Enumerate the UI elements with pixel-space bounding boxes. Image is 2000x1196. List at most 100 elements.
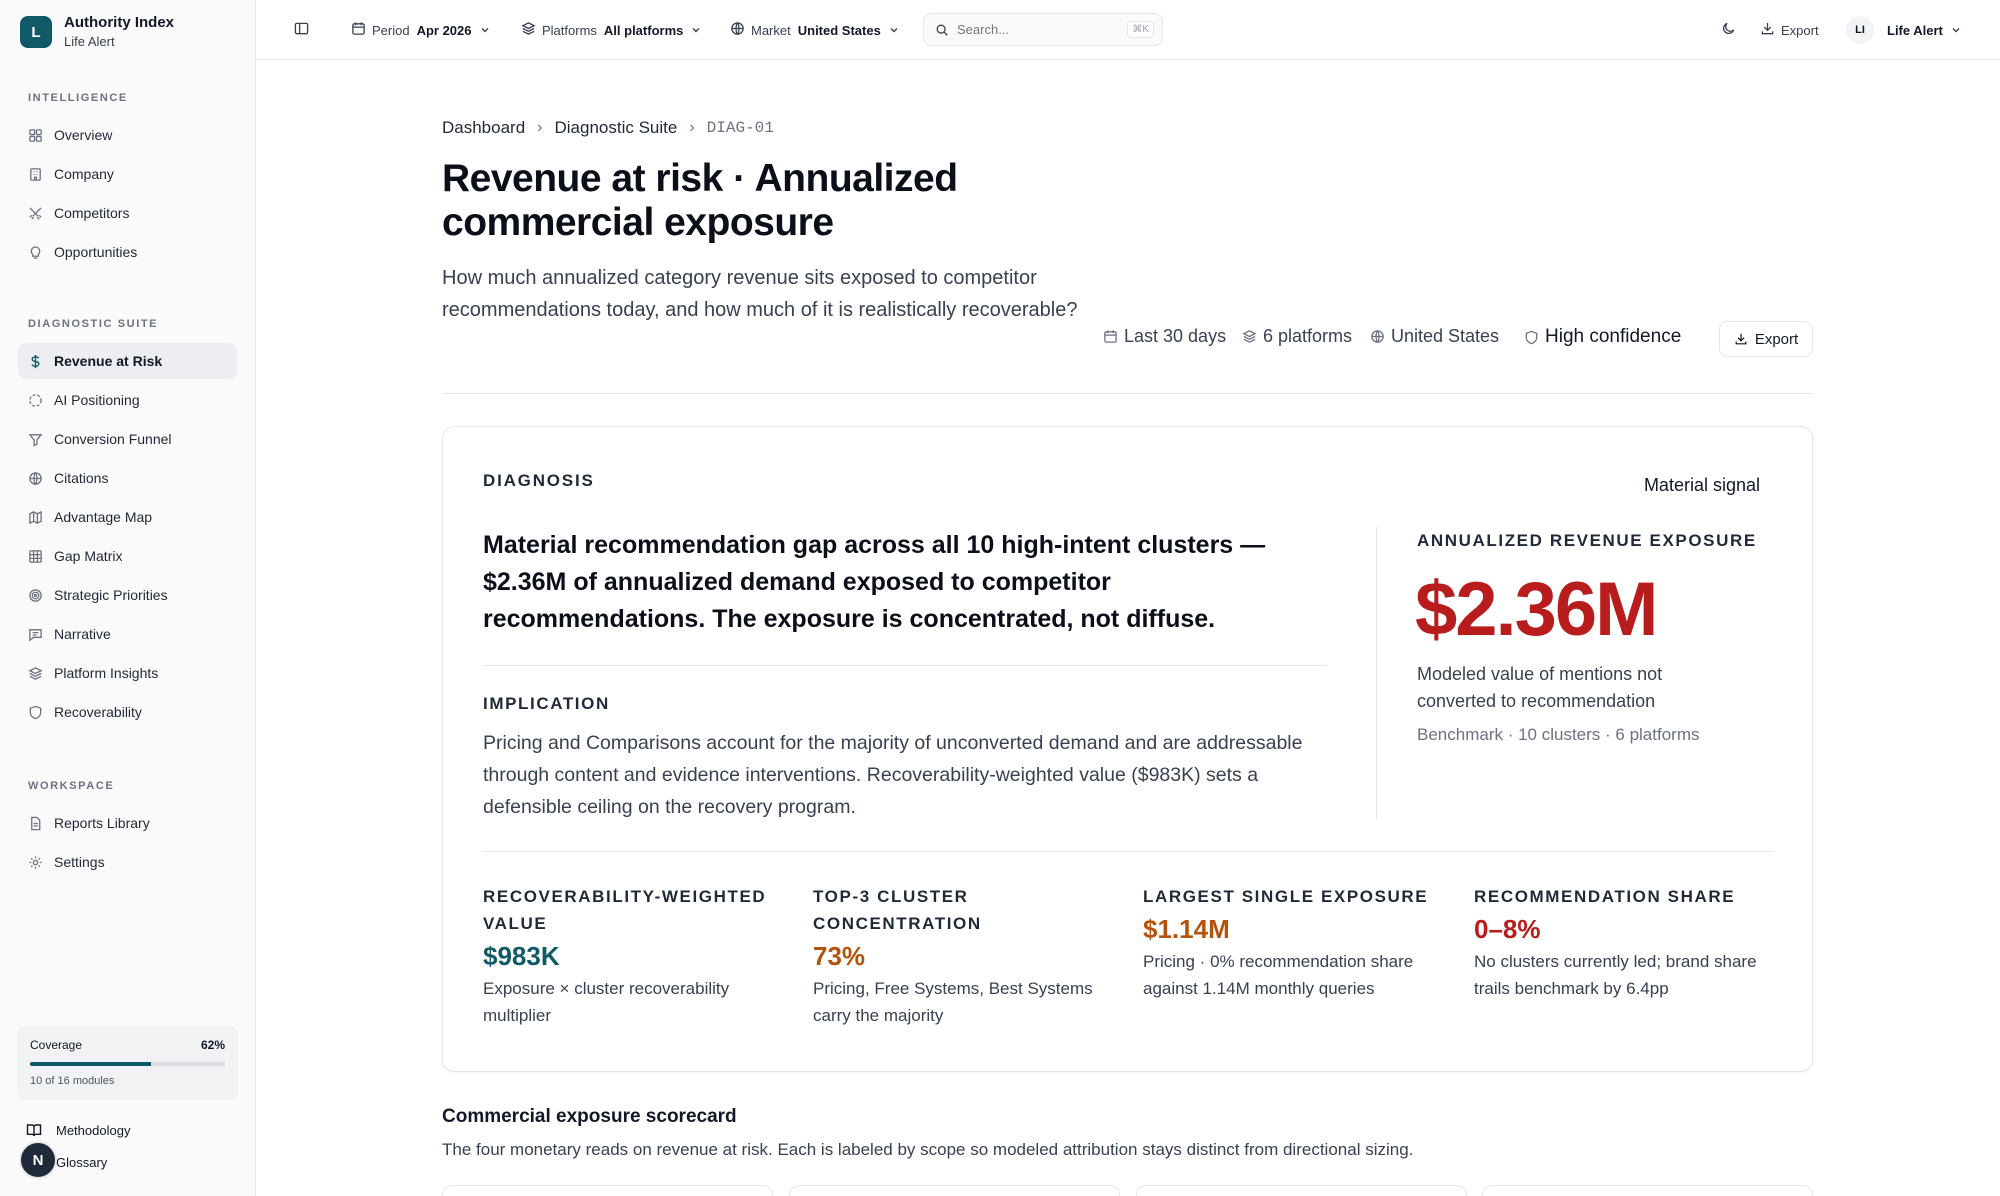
coverage-progress-fill: [30, 1062, 151, 1066]
glossary-label: Glossary: [56, 1155, 108, 1170]
export-top-label: Export: [1781, 22, 1819, 38]
calendar-icon: [1104, 330, 1117, 343]
sidebar-item-settings[interactable]: Settings: [18, 844, 237, 880]
funnel-icon: [27, 431, 43, 447]
meta-platforms-text: 6 platforms: [1263, 326, 1353, 346]
sidebar-toggle-icon: [294, 21, 309, 39]
grid-icon: [27, 127, 43, 143]
market-filter[interactable]: Market United States: [730, 0, 900, 60]
page-title: Revenue at risk · Annualized commercial …: [442, 157, 958, 244]
methodology-label: Methodology: [56, 1122, 131, 1138]
dollar-icon: [27, 353, 43, 369]
user-menu[interactable]: LI Life Alert: [1846, 0, 1962, 60]
coverage-panel: Coverage 62% 10 of 16 modules: [17, 1026, 238, 1100]
kpi-label: RECOMMENDATION SHARE: [1474, 887, 1736, 906]
exposure-benchmark: Benchmark · 10 clusters · 6 platforms: [1417, 725, 1700, 744]
layers-icon: [27, 665, 43, 681]
sidebar-item-citations[interactable]: Citations: [18, 460, 237, 496]
kpi-note: Exposure × cluster recoverability multip…: [483, 979, 730, 1025]
methodology-link[interactable]: Methodology: [26, 1121, 130, 1139]
meta-range: Last 30 days: [1103, 326, 1226, 347]
sidebar-item-strategic-priorities[interactable]: Strategic Priorities: [18, 577, 237, 613]
brand[interactable]: L Authority Index Life Alert: [20, 13, 174, 51]
sidebar-item-overview[interactable]: Overview: [18, 117, 237, 153]
nav-section-workspace: WORKSPACE: [28, 780, 115, 792]
export-top-button[interactable]: Export: [1760, 0, 1819, 60]
sidebar-item-label: Revenue at Risk: [54, 353, 163, 369]
diagnosis-label: DIAGNOSIS: [483, 471, 595, 490]
sidebar-item-advantage-map[interactable]: Advantage Map: [18, 499, 237, 535]
brand-subtitle: Life Alert: [64, 34, 115, 49]
breadcrumb-code: DIAG-01: [706, 119, 774, 137]
sidebar-item-company[interactable]: Company: [18, 156, 237, 192]
breadcrumb-dashboard[interactable]: Dashboard: [442, 118, 526, 137]
globe-icon: [1371, 330, 1384, 343]
kpi-label: RECOVERABILITY-WEIGHTED VALUE: [483, 887, 767, 933]
divider: [483, 665, 1327, 666]
sidebar-item-competitors[interactable]: Competitors: [18, 195, 237, 231]
divider: [483, 851, 1773, 852]
page-description: How much annualized category revenue sit…: [442, 267, 1078, 321]
breadcrumb-separator-icon: ›: [689, 119, 695, 136]
theme-toggle-button[interactable]: [1721, 0, 1736, 60]
layers-icon: [521, 21, 536, 39]
vertical-divider: [1376, 527, 1377, 819]
meta-confidence: High confidence: [1524, 326, 1681, 348]
sidebar-item-conversion-funnel[interactable]: Conversion Funnel: [18, 421, 237, 457]
nav-section-diagnostic-suite: DIAGNOSTIC SUITE: [28, 318, 159, 330]
sidebar-item-reports-library[interactable]: Reports Library: [18, 805, 237, 841]
chevron-down-icon: [692, 28, 700, 33]
coverage-label: Coverage: [30, 1038, 83, 1052]
sidebar-item-narrative[interactable]: Narrative: [18, 616, 237, 652]
glossary-link[interactable]: Glossary: [56, 1155, 107, 1170]
chevron-down-icon: [1952, 28, 1960, 33]
download-icon: [1735, 333, 1747, 345]
sidebar-item-revenue-at-risk[interactable]: Revenue at Risk: [18, 343, 237, 379]
sidebar-item-gap-matrix[interactable]: Gap Matrix: [18, 538, 237, 574]
platforms-filter[interactable]: Platforms All platforms: [521, 0, 702, 60]
sidebar: L Authority Index Life Alert INTELLIGENC…: [0, 0, 256, 1196]
sidebar-item-platform-insights[interactable]: Platform Insights: [18, 655, 237, 691]
exposure-label: ANNUALIZED REVENUE EXPOSURE: [1417, 531, 1757, 550]
kpi-value: $983K: [483, 941, 560, 971]
globe-icon: [27, 470, 43, 486]
kpi-note: Pricing · 0% recommendation share agains…: [1143, 952, 1414, 998]
sidebar-item-opportunities[interactable]: Opportunities: [18, 234, 237, 270]
shield-icon: [27, 704, 43, 720]
meta-market-text: United States: [1391, 326, 1500, 346]
sidebar-item-label: Conversion Funnel: [54, 431, 172, 447]
kpi-note: No clusters currently led; brand share t…: [1474, 952, 1757, 998]
sidebar-item-label: Competitors: [54, 205, 130, 221]
map-icon: [27, 509, 43, 525]
sidebar-item-label: Opportunities: [54, 244, 138, 260]
scorecard-card: [1136, 1185, 1467, 1196]
scorecard-title: Commercial exposure scorecard: [442, 1106, 737, 1127]
exposure-value: $2.36M: [1415, 567, 1658, 652]
sidebar-item-label: Overview: [54, 127, 113, 143]
diagnosis-card: DIAGNOSIS Material signal Material recom…: [442, 426, 1813, 1072]
scorecard-description: The four monetary reads on revenue at ri…: [442, 1140, 1414, 1159]
export-button[interactable]: Export: [1719, 321, 1813, 357]
breadcrumb-diagnostic-suite[interactable]: Diagnostic Suite: [554, 118, 678, 137]
topbar: Period Apr 2026 Platforms All platforms …: [257, 0, 2000, 60]
swords-icon: [27, 205, 43, 221]
exposure-description: Modeled value of mentions not converted …: [1417, 664, 1663, 711]
sidebar-toggle-button[interactable]: [294, 0, 309, 60]
kpi-largest-single-exposure: LARGEST SINGLE EXPOSURE $1.14M Pricing ·…: [1143, 883, 1453, 1002]
sidebar-item-ai-positioning[interactable]: AI Positioning: [18, 382, 237, 418]
period-label: Period: [372, 22, 410, 38]
meta-market: United States: [1370, 326, 1499, 347]
sidebar-item-label: Platform Insights: [54, 665, 159, 681]
sidebar-item-label: AI Positioning: [54, 392, 140, 408]
scorecard-card: [442, 1185, 773, 1196]
user-avatar-button[interactable]: N: [19, 1141, 57, 1179]
sidebar-item-label: Citations: [54, 470, 109, 486]
search-input[interactable]: [957, 22, 1107, 37]
sidebar-item-recoverability[interactable]: Recoverability: [18, 694, 237, 730]
globe-icon: [730, 21, 745, 39]
market-label: Market: [751, 22, 791, 38]
scorecard-card: [1482, 1185, 1813, 1196]
breadcrumb: Dashboard › Diagnostic Suite › DIAG-01: [442, 118, 774, 138]
period-filter[interactable]: Period Apr 2026: [351, 0, 491, 60]
period-value: Apr 2026: [416, 22, 472, 38]
